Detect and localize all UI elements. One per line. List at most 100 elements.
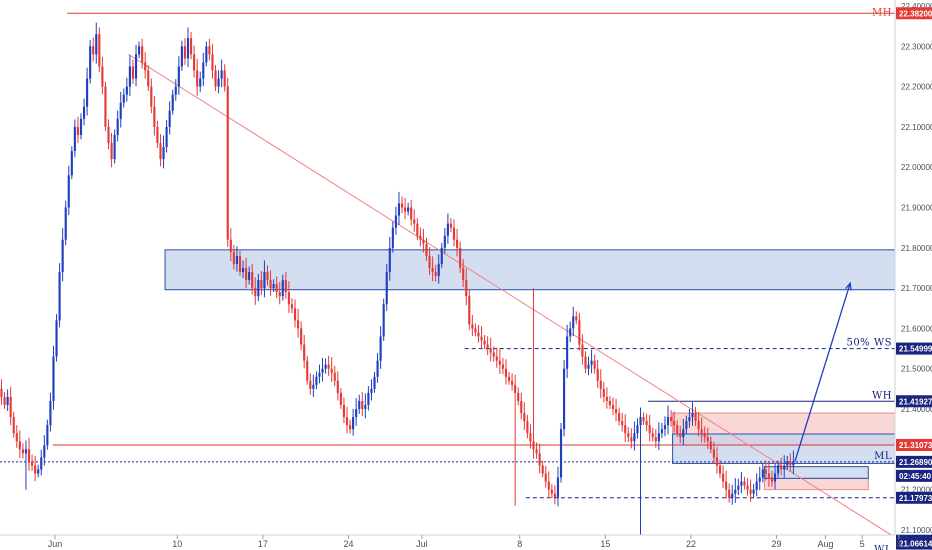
candle-body (318, 372, 321, 377)
level-label-wh: WH (872, 390, 892, 401)
candle-body (196, 70, 199, 87)
candle-body (107, 126, 110, 144)
candle-body (364, 404, 367, 410)
candle-body (269, 280, 272, 289)
candle-body (217, 78, 220, 87)
candle-body (290, 304, 294, 309)
candle-body (446, 223, 449, 236)
candle-body (138, 46, 141, 55)
candle-body (645, 421, 648, 426)
candle-body (376, 360, 379, 377)
y-tick-label: 21.50000 (901, 365, 932, 374)
level-label-ml: ML (874, 451, 892, 462)
candle-body (113, 134, 116, 160)
candle-body (501, 364, 504, 369)
candle-body (465, 280, 468, 297)
candles (0, 22, 795, 535)
candle-body (193, 54, 196, 71)
candle-body (3, 396, 6, 405)
candle-body (46, 425, 49, 446)
candle-body (12, 417, 15, 434)
countdown-tag (896, 469, 932, 482)
candle-body (489, 348, 492, 353)
candle-body (394, 215, 397, 228)
price-tag (896, 438, 932, 451)
price-tag (896, 491, 932, 504)
candle-body (572, 316, 575, 329)
candle-body (731, 493, 734, 498)
level-label-wl: WL (874, 545, 892, 550)
candle-body (58, 271, 61, 321)
candle-body (220, 70, 223, 79)
candle-body (303, 344, 306, 361)
candle-body (205, 46, 208, 63)
candle-body (777, 465, 780, 474)
candle-body (281, 280, 284, 297)
candle-body (599, 380, 602, 389)
candle-body (321, 368, 324, 373)
y-tick-label: 21.60000 (901, 324, 932, 333)
candle-body (407, 207, 410, 212)
candle-body (352, 417, 355, 430)
candle-body (639, 417, 642, 426)
candle-body (648, 425, 651, 434)
trend-line (128, 53, 893, 535)
candle-body (30, 461, 34, 466)
candle-body (144, 62, 147, 71)
candle-body (535, 449, 538, 454)
candle-body (76, 126, 80, 135)
candle-body (260, 280, 263, 289)
y-tick-label: 21.10000 (901, 526, 932, 535)
price-axis: 22.40000 22.30000 22.20000 22.10000 22.00000… (894, 0, 932, 550)
candle-body (614, 409, 618, 414)
candle-body (712, 449, 715, 458)
candle-body (159, 143, 162, 160)
x-tick-label: 22 (686, 539, 696, 549)
candle-body (134, 54, 138, 79)
price-tag (896, 7, 932, 20)
x-tick-label: 10 (172, 539, 182, 549)
candle-body (67, 175, 70, 208)
candle-body (339, 392, 342, 405)
candle-body (272, 284, 275, 289)
candle-body (709, 441, 712, 450)
candle-body (721, 473, 725, 482)
candle-body (391, 227, 394, 248)
candle-body (633, 433, 636, 442)
plot-area (0, 12, 895, 535)
candle-body (697, 421, 700, 430)
candle-body (593, 360, 596, 369)
candle-body (657, 433, 660, 442)
candle-body (61, 239, 64, 272)
candle-body (596, 368, 599, 381)
candle-body (749, 489, 752, 494)
candle-body (792, 461, 795, 466)
candle-body (348, 425, 352, 430)
price-tag-label: 21.26890 (899, 458, 932, 467)
candle-body (416, 223, 419, 236)
candle-body (550, 489, 553, 494)
y-tick-label: 22.00000 (901, 163, 932, 172)
candle-body (104, 86, 107, 127)
candle-body (388, 247, 391, 272)
candle-body (605, 396, 608, 401)
x-tick-label: 24 (344, 539, 354, 549)
candle-body (119, 102, 122, 119)
candle-body (480, 336, 483, 341)
candle-body (101, 66, 104, 87)
candle-body (214, 70, 217, 87)
candle-body (746, 485, 749, 490)
candle-body (602, 388, 605, 397)
candle-body (165, 126, 168, 148)
candle-body (538, 453, 541, 466)
candle-body (431, 267, 434, 272)
candle-body (651, 433, 654, 438)
price-tag-label: 21.06614 (899, 540, 932, 549)
level-label-50-ws: 50% WS (846, 338, 892, 349)
candle-body (449, 223, 453, 228)
candle-body (70, 151, 73, 176)
candle-body (245, 267, 248, 281)
time-axis: Jun 10 17 24 Jul 8 15 22 29 Aug 5 8 (0, 534, 901, 549)
candle-body (34, 465, 37, 474)
